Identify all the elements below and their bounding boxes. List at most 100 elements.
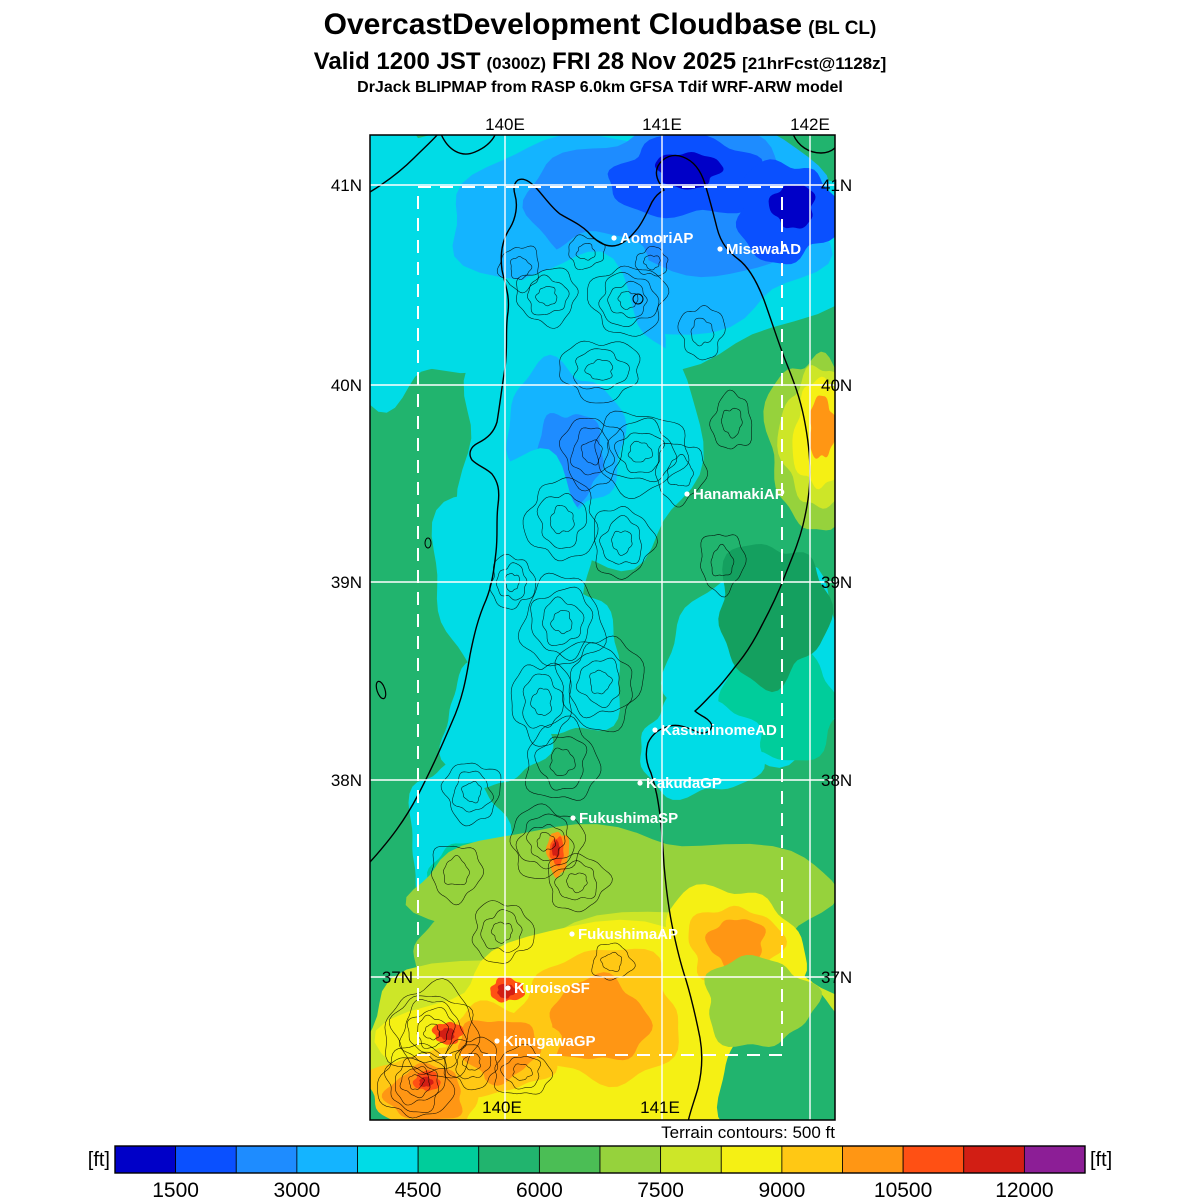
terrain-contour bbox=[575, 243, 596, 261]
lat-label-left: 39N bbox=[331, 573, 362, 592]
colorbar-segment bbox=[963, 1145, 1025, 1174]
field-blob bbox=[497, 983, 516, 999]
lon-label-top: 141E bbox=[642, 115, 682, 134]
colorbar-ticks: 1500 3000 4500 6000 7500 9000 10500 12000 bbox=[152, 1179, 1053, 1200]
colorbar-segment bbox=[357, 1145, 419, 1174]
valid-prefix: Valid 1200 JST bbox=[313, 48, 481, 75]
lat-label-left: 38N bbox=[331, 771, 362, 790]
terrain-contour bbox=[494, 1043, 554, 1095]
terrain-contour bbox=[384, 978, 481, 1079]
terrain-contour bbox=[512, 1063, 533, 1081]
station-dot bbox=[637, 780, 643, 786]
colorbar-segment bbox=[1023, 1145, 1086, 1174]
terrain-contour bbox=[526, 274, 570, 316]
valid-line: Valid 1200 JST (0300Z) FRI 28 Nov 2025 [21h… bbox=[0, 48, 1200, 78]
terrain-contour bbox=[558, 418, 625, 492]
field-blob bbox=[370, 135, 474, 413]
terrain-contour bbox=[690, 317, 715, 347]
terrain-contour bbox=[443, 855, 470, 885]
colorbar-tick-label: 4500 bbox=[395, 1179, 442, 1200]
field-blob bbox=[419, 1076, 434, 1087]
colorbar-segment bbox=[478, 1145, 540, 1174]
terrain-contour bbox=[566, 872, 588, 894]
station-label: FukushimaAP bbox=[578, 926, 678, 943]
terrain-contour bbox=[471, 900, 535, 964]
lat-label-right: 38N bbox=[821, 771, 852, 790]
terrain-contour bbox=[535, 286, 558, 307]
terrain-contour bbox=[549, 747, 576, 776]
terrain-contour bbox=[598, 271, 660, 327]
terrain-contour bbox=[399, 999, 468, 1063]
station-markers: AomoriAP MisawaAD HanamakiAP KasuminomeAD Ka… bbox=[494, 230, 801, 1050]
colorbar-segment bbox=[235, 1145, 298, 1174]
lon-label-top: 142E bbox=[790, 115, 830, 134]
coastline bbox=[440, 135, 496, 155]
lat-label-left: 40N bbox=[331, 376, 362, 395]
terrain-contour bbox=[480, 909, 523, 953]
terrain-contour bbox=[496, 245, 539, 294]
terrain-contour bbox=[530, 687, 552, 716]
lon-label-top: 140E bbox=[485, 115, 525, 134]
colorbar-unit-right: [ft] bbox=[1090, 1149, 1112, 1171]
terrain-contour bbox=[643, 254, 661, 271]
terrain-contour bbox=[509, 803, 587, 879]
colorbar-segment bbox=[417, 1145, 480, 1174]
field-blob bbox=[439, 661, 554, 789]
colorbar-segment bbox=[720, 1145, 783, 1174]
lon-label-bottom: 140E bbox=[482, 1098, 522, 1117]
model-domain-box bbox=[417, 186, 783, 1056]
terrain-contour bbox=[534, 736, 588, 791]
field-blob bbox=[640, 690, 765, 800]
terrain-contour bbox=[452, 770, 494, 813]
terrain-contour bbox=[575, 657, 621, 709]
model-line: DrJack BLIPMAP from RASP 6.0km GFSA Tdif… bbox=[357, 79, 843, 96]
valid-fcst: [21hrFcst@1128z] bbox=[742, 54, 887, 73]
colorbar-tick-label: 10500 bbox=[874, 1179, 932, 1200]
field-blob bbox=[809, 395, 835, 459]
station-dot bbox=[684, 491, 690, 497]
field-blob bbox=[704, 955, 822, 1047]
terrain-contour bbox=[573, 348, 630, 390]
terrain-contour bbox=[461, 781, 482, 804]
station-label: MisawaAD bbox=[726, 241, 801, 258]
terrain-contour bbox=[593, 505, 658, 580]
terrain-contour bbox=[515, 813, 575, 870]
header: OvercastDevelopment Cloudbase (BL CL) Val… bbox=[0, 8, 1200, 98]
terrain-contour bbox=[394, 1057, 440, 1106]
latlon-grid bbox=[370, 135, 835, 1120]
terrain-note: Terrain contours: 500 ft bbox=[661, 1123, 835, 1142]
terrain-contours bbox=[377, 234, 753, 1119]
terrain-contour bbox=[570, 427, 615, 476]
terrain-contour bbox=[614, 432, 665, 474]
terrain-contour bbox=[536, 492, 588, 549]
station-dot bbox=[717, 246, 723, 252]
colorbar-segment bbox=[599, 1145, 662, 1174]
valid-zulu: (0300Z) bbox=[486, 54, 547, 73]
terrain-contour bbox=[377, 1043, 456, 1119]
terrain-contour bbox=[399, 1066, 431, 1099]
terrain-contour bbox=[550, 610, 573, 635]
colorbar-tick-label: 7500 bbox=[637, 1179, 684, 1200]
station-dot bbox=[569, 931, 575, 937]
terrain-contour bbox=[454, 1044, 492, 1080]
terrain-contour bbox=[655, 442, 708, 508]
island-outline bbox=[424, 537, 432, 549]
station-label: KuroisoSF bbox=[514, 980, 590, 997]
terrain-contour bbox=[550, 504, 575, 535]
terrain-contour bbox=[607, 280, 648, 319]
colorbar-segment bbox=[660, 1145, 722, 1174]
terrain-contour bbox=[554, 860, 597, 901]
terrain-contour bbox=[423, 1023, 440, 1041]
station-dot bbox=[570, 815, 576, 821]
valid-date: FRI 28 Nov 2025 bbox=[552, 48, 737, 75]
field-blob bbox=[768, 184, 816, 229]
title-suffix: (BL CL) bbox=[808, 18, 877, 39]
terrain-contour bbox=[634, 246, 669, 277]
field-blob bbox=[548, 972, 653, 1061]
colorbar-tick-label: 1500 bbox=[152, 1179, 199, 1200]
terrain-contour bbox=[522, 673, 565, 729]
terrain-contour bbox=[542, 596, 585, 646]
terrain-contour bbox=[490, 921, 513, 944]
